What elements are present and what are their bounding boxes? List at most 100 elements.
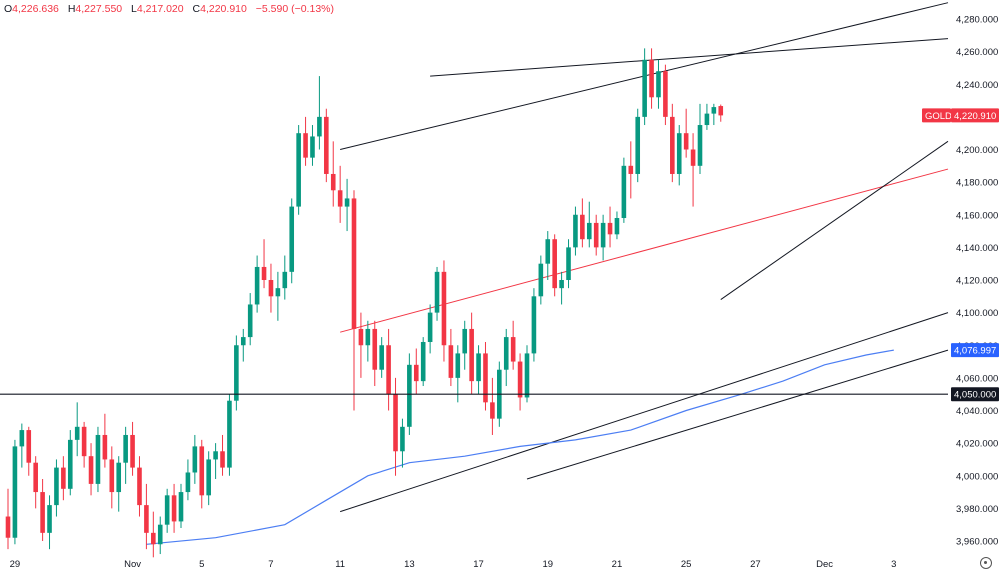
- candle-body: [621, 165, 627, 219]
- ohlc-legend: O4,226.636 H4,227.550 L4,217.020 C4,220.…: [4, 3, 334, 15]
- candle-body: [199, 446, 205, 496]
- candle: [718, 104, 724, 122]
- candle: [123, 426, 128, 484]
- candle-body: [206, 459, 211, 496]
- candle-body: [240, 337, 246, 346]
- y-tick-label: 4,200.000: [956, 145, 998, 156]
- x-tick-label: 25: [681, 559, 692, 570]
- candle: [379, 337, 384, 378]
- y-tick-label: 4,260.000: [956, 47, 998, 58]
- candle: [358, 312, 364, 378]
- candle: [282, 255, 288, 300]
- candle: [130, 421, 135, 476]
- candle-body: [289, 206, 295, 272]
- candle-body: [254, 266, 260, 305]
- candle: [213, 443, 218, 480]
- candle: [656, 59, 661, 109]
- candle-body: [614, 218, 620, 235]
- candle: [33, 456, 38, 509]
- candle-body: [26, 430, 32, 463]
- candle-body: [628, 165, 634, 174]
- candle-body: [171, 495, 177, 522]
- candle-body: [137, 467, 142, 506]
- candle-body: [19, 430, 25, 447]
- candle-body: [157, 524, 163, 545]
- y-tick-label: 4,040.000: [956, 406, 998, 417]
- candle-body: [593, 222, 599, 248]
- candle-body: [5, 516, 11, 538]
- candle-body: [683, 133, 689, 150]
- candle-body: [670, 116, 675, 174]
- y-tick-label: 4,100.000: [956, 308, 998, 319]
- candle-body: [317, 116, 322, 137]
- candle-body: [296, 133, 301, 207]
- x-tick-label: 11: [335, 559, 345, 570]
- candle: [26, 426, 32, 476]
- candle: [19, 423, 25, 468]
- candle: [164, 488, 170, 533]
- candle-body: [517, 361, 523, 398]
- candle: [206, 451, 211, 506]
- candle-body: [649, 59, 654, 98]
- candle: [580, 198, 585, 248]
- candle-body: [351, 198, 357, 329]
- candle-body: [275, 288, 281, 297]
- price-tag: 4,076.997: [951, 343, 999, 358]
- candle-body: [490, 402, 495, 419]
- y-tick-label: 4,020.000: [956, 439, 998, 450]
- candle: [510, 320, 516, 370]
- candle: [683, 108, 689, 158]
- moving-average-layer: [146, 349, 894, 545]
- candle-body: [697, 125, 703, 166]
- candle-body: [448, 345, 454, 378]
- trendline-5: [526, 349, 949, 480]
- candle-body: [420, 341, 426, 382]
- x-tick-label: 5: [199, 559, 204, 570]
- candle-body: [102, 434, 108, 460]
- y-tick-label: 4,240.000: [956, 80, 998, 91]
- y-tick-label: 4,000.000: [956, 471, 998, 482]
- price-tag-bg: [951, 387, 999, 402]
- y-tick-label: 4,060.000: [956, 373, 998, 384]
- candle: [67, 430, 73, 496]
- candle: [476, 345, 481, 395]
- candle: [268, 263, 274, 313]
- candle-body: [282, 271, 288, 289]
- candle: [427, 304, 433, 354]
- y-tick-label: 3,960.000: [956, 537, 998, 548]
- candle: [483, 341, 488, 411]
- candle-body: [192, 446, 198, 473]
- open-value: 4,226.636: [12, 3, 59, 15]
- price-tag-value: 4,076.997: [954, 346, 996, 357]
- candle: [220, 434, 225, 476]
- price-tag-value: 4,220.910: [954, 111, 996, 122]
- price-tag-value: 4,050.000: [954, 390, 996, 401]
- time-axis: 29 Nov 5 7 11 13 17 19 21 25 27 Dec 3: [10, 559, 897, 570]
- settings-icon[interactable]: [980, 557, 992, 569]
- candle-body: [67, 439, 73, 489]
- candle: [586, 201, 592, 248]
- candle-body: [566, 247, 571, 280]
- candle-body: [711, 107, 717, 114]
- candle-body: [413, 364, 419, 382]
- candle: [663, 64, 668, 126]
- candle-body: [559, 280, 564, 289]
- candle-body: [61, 467, 66, 489]
- candle: [109, 446, 115, 509]
- candle: [670, 103, 675, 183]
- candle: [337, 165, 343, 223]
- price-tag-symbol: GOLD: [925, 111, 952, 122]
- price-tag-bg: [951, 108, 999, 123]
- close-label: C: [192, 3, 201, 15]
- candle-body: [524, 353, 530, 398]
- candle: [635, 108, 641, 183]
- candle: [234, 335, 239, 411]
- candle-body: [552, 239, 557, 289]
- candle: [102, 413, 108, 468]
- candle-body: [303, 133, 308, 158]
- candle-body: [503, 337, 509, 370]
- candle-body: [144, 505, 149, 533]
- candle: [455, 345, 461, 403]
